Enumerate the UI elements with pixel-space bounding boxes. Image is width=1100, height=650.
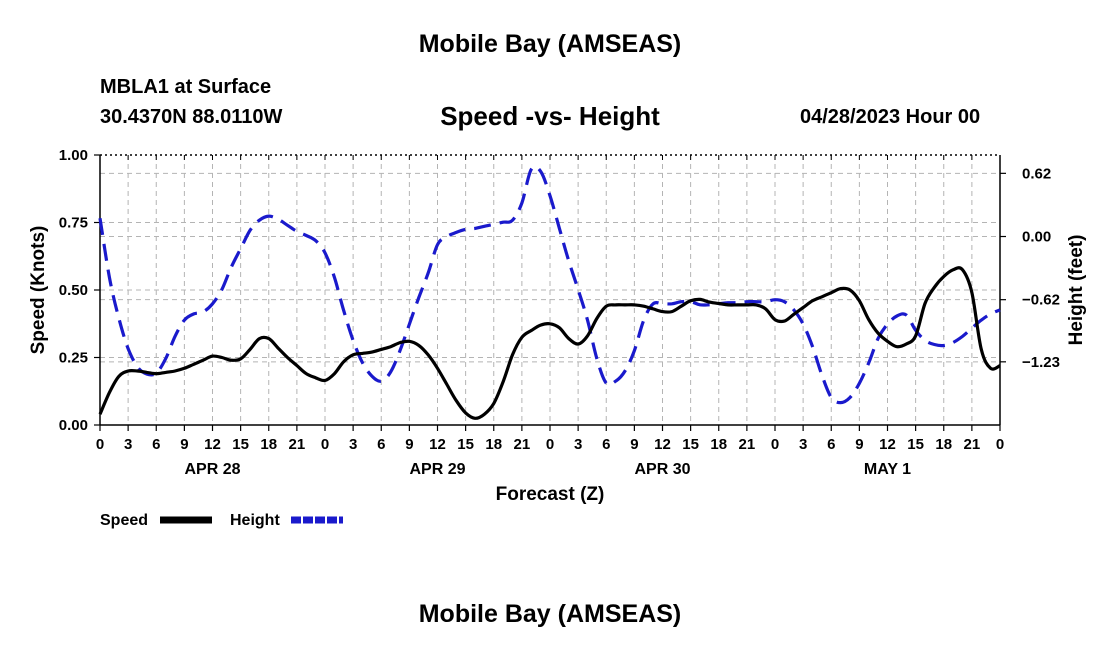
series-line-speed [98, 266, 1001, 420]
date-label: APR 30 [634, 461, 690, 478]
x-tick-label: 12 [879, 436, 896, 453]
y-tick-label-left: 0.00 [59, 417, 88, 434]
date-label: APR 29 [409, 461, 465, 478]
x-tick-label: 21 [739, 436, 756, 453]
legend-label-speed: Speed [100, 512, 148, 529]
x-tick-label: 18 [935, 436, 952, 453]
x-tick-label: 0 [546, 436, 554, 453]
x-tick-label: 15 [457, 436, 474, 453]
station-label: MBLA1 at Surface [100, 76, 272, 98]
footer-title: Mobile Bay (AMSEAS) [418, 600, 682, 628]
x-tick-label: 12 [429, 436, 446, 453]
x-tick-label: 3 [349, 436, 357, 453]
y-tick-label-right: 0.00 [1022, 229, 1051, 246]
x-tick-label: 18 [260, 436, 277, 453]
x-tick-label: 0 [771, 436, 779, 453]
x-tick-label: 21 [514, 436, 531, 453]
x-tick-label: 6 [152, 436, 160, 453]
x-tick-label: 15 [907, 436, 924, 453]
x-tick-label: 15 [232, 436, 249, 453]
y-tick-label-left: 0.75 [59, 215, 88, 232]
y-axis-label-left: Speed (Knots) [28, 226, 49, 355]
x-tick-label: 3 [799, 436, 807, 453]
forecast-datetime: 04/28/2023 Hour 00 [800, 106, 981, 128]
y-tick-label-left: 1.00 [59, 147, 88, 164]
x-tick-label: 6 [377, 436, 385, 453]
x-tick-label: 12 [654, 436, 671, 453]
y-axis-label-right: Height (feet) [1066, 235, 1087, 346]
x-tick-label: 0 [96, 436, 104, 453]
x-tick-label: 15 [682, 436, 699, 453]
y-tick-label-right: −0.62 [1022, 292, 1060, 309]
x-tick-label: 3 [124, 436, 132, 453]
station-coordinates: 30.4370N 88.0110W [100, 106, 283, 128]
series-line-height [98, 164, 1001, 405]
chart-subtitle: Speed -vs- Height [440, 101, 660, 131]
x-tick-label: 18 [710, 436, 727, 453]
date-label: MAY 1 [864, 461, 911, 478]
legend-label-height: Height [230, 512, 280, 529]
x-tick-label: 9 [405, 436, 413, 453]
y-tick-label-left: 0.50 [59, 282, 88, 299]
x-axis-label: Forecast (Z) [496, 484, 605, 505]
date-label: APR 28 [184, 461, 240, 478]
y-tick-label-left: 0.25 [59, 350, 88, 367]
x-tick-label: 3 [574, 436, 582, 453]
y-tick-label-right: −1.23 [1022, 354, 1060, 371]
x-tick-label: 18 [485, 436, 502, 453]
x-tick-label: 6 [602, 436, 610, 453]
x-tick-label: 9 [180, 436, 188, 453]
x-tick-label: 21 [289, 436, 306, 453]
x-tick-label: 9 [630, 436, 638, 453]
x-tick-label: 0 [996, 436, 1004, 453]
x-tick-label: 0 [321, 436, 329, 453]
y-tick-label-right: 0.62 [1022, 165, 1051, 182]
chart-title: Mobile Bay (AMSEAS) [418, 30, 682, 58]
x-tick-label: 21 [964, 436, 981, 453]
x-tick-label: 9 [855, 436, 863, 453]
x-tick-label: 6 [827, 436, 835, 453]
x-tick-label: 12 [204, 436, 221, 453]
